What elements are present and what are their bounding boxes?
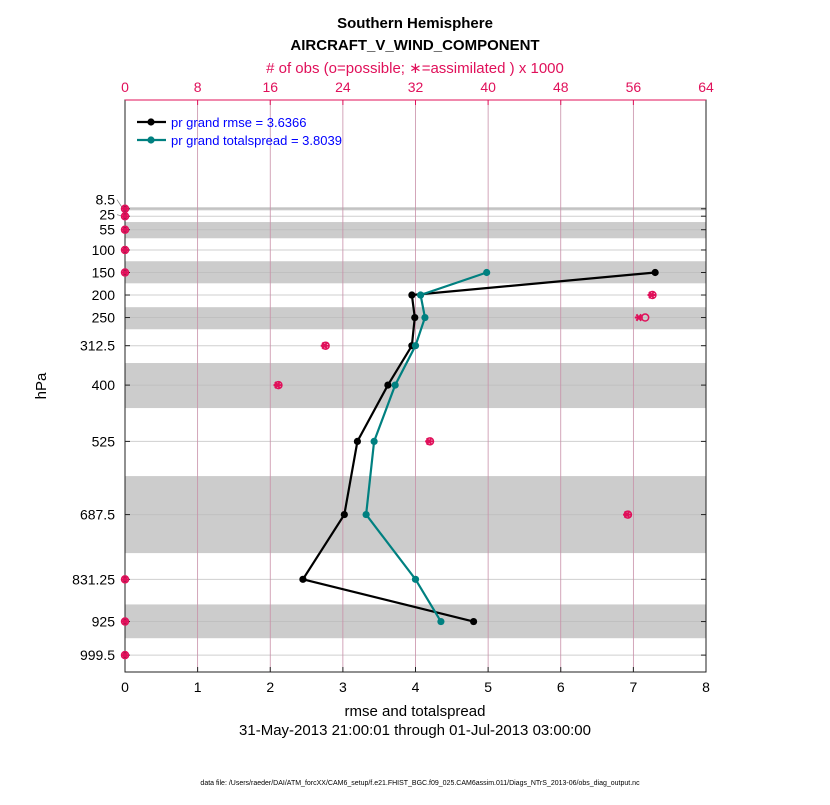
obs-assimilated-marker <box>121 651 129 659</box>
top-tick-label: 0 <box>121 79 129 95</box>
y-tick-label: 25 <box>99 207 115 223</box>
top-tick-label: 16 <box>262 79 278 95</box>
obs-assimilated-marker <box>647 291 656 299</box>
x-tick-label: 1 <box>194 679 202 695</box>
y-tick-label: 8.5 <box>96 192 116 208</box>
obs-assimilated-marker <box>320 341 329 350</box>
obs-assimilated-marker <box>121 204 129 213</box>
obs-assimilated-marker <box>623 510 632 519</box>
obs-assimilated-marker <box>121 246 129 254</box>
y-tick-label: 925 <box>92 614 116 630</box>
footer-data-file: data file: /Users/raeder/DAI/ATM_forcXX/… <box>200 780 640 787</box>
series-point-0 <box>353 437 361 445</box>
y-tick-label: 200 <box>92 287 116 303</box>
series-point-0 <box>340 510 348 519</box>
x-tick-label: 4 <box>412 679 420 695</box>
series-point-1 <box>370 437 378 445</box>
series-point-1 <box>421 313 429 322</box>
chart-subtitle: AIRCRAFT_V_WIND_COMPONENT <box>290 37 539 54</box>
legend-marker-1 <box>147 136 155 144</box>
y-tick-label: 687.5 <box>80 507 115 523</box>
legend-entry-0: pr grand rmse = 3.6366 <box>171 115 307 130</box>
obs-assimilated-marker <box>425 437 434 446</box>
top-tick-label: 56 <box>626 79 642 95</box>
series-point-0 <box>651 268 659 277</box>
obs-assimilated-marker <box>121 225 129 234</box>
series-point-1 <box>362 510 370 519</box>
top-tick-label: 24 <box>335 79 351 95</box>
y-tick-label: 55 <box>99 222 115 238</box>
x-tick-label: 6 <box>557 679 565 695</box>
y-tick-label: 999.5 <box>80 647 115 663</box>
y-tick-label: 831.25 <box>72 571 115 587</box>
legend-entry-1: pr grand totalspread = 3.8039 <box>171 133 342 148</box>
top-axis-label: # of obs (o=possible; ∗=assimilated ) x … <box>266 60 564 77</box>
x-tick-label: 2 <box>266 679 274 695</box>
top-tick-label: 40 <box>480 79 496 95</box>
series-point-1 <box>391 381 399 389</box>
y-tick-label: 250 <box>92 310 116 326</box>
series-point-1 <box>483 268 491 277</box>
date-range: 31-May-2013 21:00:01 through 01-Jul-2013… <box>239 722 591 739</box>
y-tick-label: 400 <box>92 377 116 393</box>
top-tick-label: 32 <box>408 79 424 95</box>
x-tick-label: 3 <box>339 679 347 695</box>
obs-assimilated-marker <box>121 575 129 584</box>
y-tick-label: 150 <box>92 265 116 281</box>
legend-marker-0 <box>147 118 155 126</box>
series-point-0 <box>408 291 416 299</box>
series-point-1 <box>411 575 420 583</box>
y-tick-label: 100 <box>92 242 116 258</box>
y-tick-label: 312.5 <box>80 338 115 354</box>
x-axis-label: rmse and totalspread <box>345 703 486 720</box>
obs-assimilated-marker <box>121 212 129 221</box>
series-point-1 <box>437 617 445 626</box>
x-tick-label: 0 <box>121 679 129 695</box>
obs-assimilated-marker <box>121 617 129 626</box>
series-point-0 <box>411 313 419 322</box>
top-tick-label: 8 <box>194 79 202 95</box>
top-tick-label: 64 <box>698 79 714 95</box>
series-point-0 <box>470 617 478 626</box>
series-point-0 <box>384 381 392 389</box>
y-tick-label: 525 <box>92 433 116 449</box>
top-tick-label: 48 <box>553 79 569 95</box>
series-point-1 <box>416 291 425 299</box>
y-axis-label: hPa <box>33 372 50 399</box>
obs-assimilated-marker <box>273 381 282 389</box>
chart-title: Southern Hemisphere <box>337 15 493 32</box>
series-point-0 <box>299 575 307 583</box>
series-point-1 <box>411 342 420 350</box>
x-tick-label: 5 <box>484 679 492 695</box>
obs-assimilated-marker <box>634 313 643 322</box>
x-tick-label: 8 <box>702 679 710 695</box>
x-tick-label: 7 <box>629 679 637 695</box>
obs-assimilated-marker <box>121 268 129 277</box>
